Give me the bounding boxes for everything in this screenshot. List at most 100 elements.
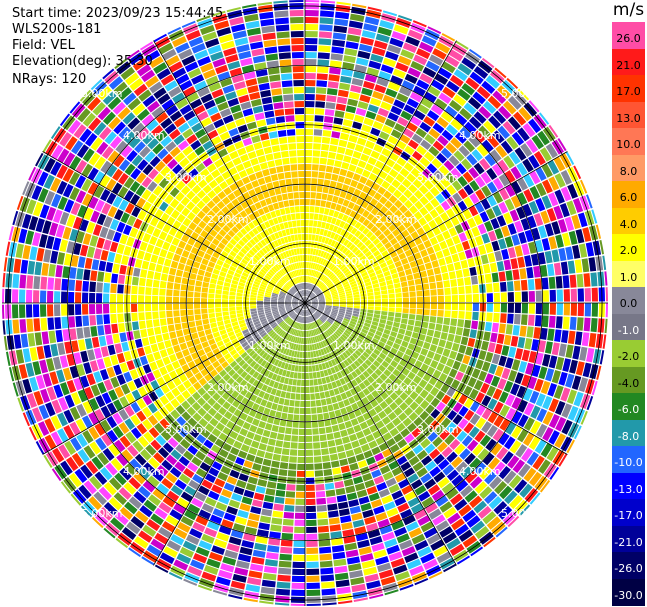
- range-gate: [318, 305, 325, 309]
- range-gate: [319, 265, 324, 272]
- range-gate: [124, 163, 136, 176]
- range-gate: [318, 235, 323, 243]
- range-gate: [265, 552, 279, 560]
- range-gate: [322, 314, 328, 319]
- range-gate: [468, 116, 482, 129]
- range-gate: [366, 456, 376, 466]
- range-gate: [511, 411, 523, 424]
- range-gate: [389, 251, 398, 259]
- range-gate: [371, 390, 380, 399]
- range-gate: [71, 340, 80, 353]
- range-gate: [110, 313, 118, 324]
- range-gate: [232, 573, 247, 583]
- range-gate: [351, 402, 359, 411]
- range-gate: [331, 275, 337, 281]
- range-gate: [445, 142, 457, 154]
- range-gate: [54, 278, 62, 291]
- range-gate: [166, 490, 180, 502]
- range-gate: [504, 236, 514, 248]
- range-gate: [348, 263, 355, 270]
- range-gate: [268, 219, 275, 227]
- range-gate: [566, 389, 578, 405]
- range-gate: [321, 275, 327, 282]
- range-gate: [196, 274, 204, 282]
- range-gate: [328, 446, 337, 454]
- range-gate: [199, 263, 207, 271]
- range-gate: [222, 426, 232, 436]
- range-gate: [124, 463, 137, 476]
- range-gate: [308, 308, 313, 314]
- range-gate: [148, 457, 160, 469]
- range-gate: [446, 263, 455, 272]
- range-gate: [291, 582, 305, 589]
- range-gate: [342, 320, 349, 325]
- range-gate: [432, 226, 441, 236]
- range-gate: [395, 292, 402, 298]
- range-gate: [361, 236, 369, 244]
- range-gate: [321, 315, 327, 320]
- range-gate: [403, 162, 414, 172]
- range-gate: [311, 301, 318, 303]
- range-gate: [337, 175, 346, 183]
- range-gate: [394, 287, 402, 294]
- range-gate: [132, 122, 145, 135]
- range-gate: [564, 216, 575, 231]
- range-gate: [106, 164, 118, 178]
- range-gate: [178, 455, 190, 467]
- range-gate: [373, 475, 385, 485]
- range-gate: [307, 269, 311, 276]
- range-gate: [340, 369, 347, 377]
- range-gate: [313, 313, 318, 320]
- range-gate: [279, 309, 286, 313]
- range-gate: [411, 133, 423, 144]
- range-gate: [248, 189, 257, 197]
- range-gate: [279, 330, 285, 337]
- range-gate: [554, 433, 567, 449]
- range-gate: [55, 265, 63, 278]
- range-gate: [228, 368, 236, 377]
- range-gate: [521, 349, 530, 362]
- range-gate: [289, 272, 294, 279]
- range-gate: [398, 478, 410, 489]
- range-gate: [158, 526, 172, 539]
- range-gate: [93, 248, 102, 260]
- range-gate: [231, 261, 239, 269]
- range-gate: [418, 379, 428, 389]
- range-gate: [362, 80, 375, 90]
- range-gate: [189, 528, 203, 539]
- range-gate: [239, 322, 247, 328]
- range-gate: [351, 78, 364, 87]
- range-gate: [165, 141, 177, 153]
- range-gate: [201, 308, 208, 314]
- range-gate: [282, 384, 288, 392]
- range-gate: [158, 177, 170, 189]
- range-gate: [296, 470, 305, 477]
- range-gate: [493, 461, 506, 475]
- range-gate: [298, 316, 302, 323]
- range-gate: [498, 323, 506, 334]
- range-gate: [317, 518, 329, 526]
- range-gate: [283, 340, 288, 347]
- range-gate: [281, 369, 287, 377]
- range-gate: [338, 292, 346, 296]
- range-gate: [364, 516, 377, 525]
- range-gate: [276, 337, 283, 344]
- range-gate: [39, 359, 49, 374]
- range-gate: [534, 278, 542, 290]
- range-gate: [493, 312, 500, 323]
- range-gate: [352, 173, 361, 182]
- range-gate: [193, 104, 206, 116]
- range-gate: [336, 416, 344, 424]
- range-gate: [76, 230, 85, 244]
- range-gate: [333, 210, 340, 218]
- range-gate: [176, 416, 187, 427]
- range-gate: [179, 256, 188, 265]
- range-gate: [247, 278, 254, 283]
- range-gate: [116, 352, 126, 364]
- range-gate: [586, 347, 595, 363]
- range-gate: [311, 303, 318, 305]
- range-gate: [156, 465, 169, 477]
- range-gate: [379, 465, 391, 475]
- range-gate: [300, 299, 305, 303]
- range-gate: [222, 299, 229, 303]
